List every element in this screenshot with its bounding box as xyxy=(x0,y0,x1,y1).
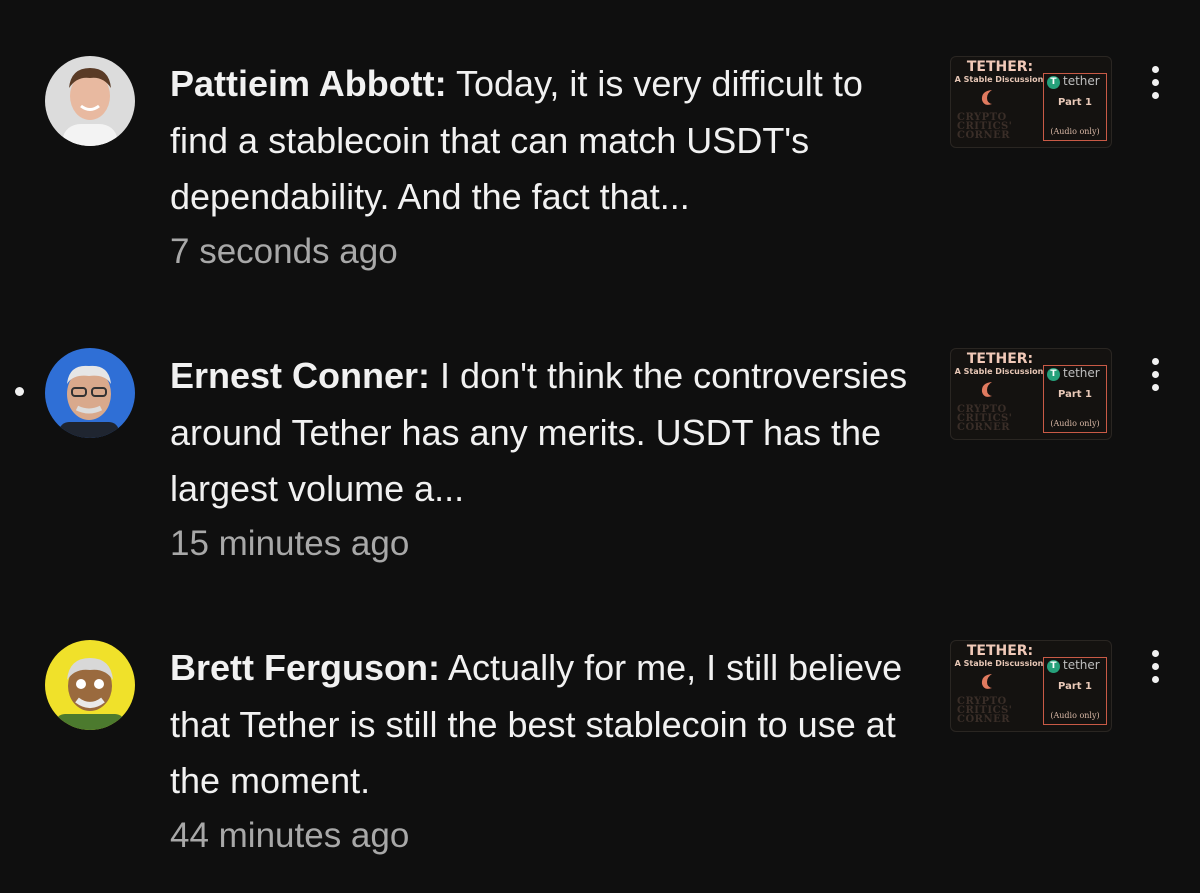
avatar[interactable] xyxy=(45,56,135,146)
author-name: Brett Ferguson: xyxy=(170,647,440,688)
tether-wordmark: tether xyxy=(1063,366,1100,380)
notification-text[interactable]: Pattieim Abbott: Today, it is very diffi… xyxy=(170,56,930,226)
thumbnail-audio-label: (Audio only) xyxy=(1050,127,1100,136)
notification-item[interactable]: Pattieim Abbott: Today, it is very diffi… xyxy=(0,0,1200,292)
timestamp: 15 minutes ago xyxy=(170,524,410,563)
comment-text: I don't think the controversies around T… xyxy=(170,355,908,509)
video-thumbnail[interactable]: TETHER: A Stable Discussion CRYPTO CRITI… xyxy=(950,640,1112,732)
thumbnail-subtitle: A Stable Discussion xyxy=(954,367,1044,376)
notification-item[interactable]: Ernest Conner: I don't think the controv… xyxy=(0,292,1200,584)
notification-text[interactable]: Brett Ferguson: Actually for me, I still… xyxy=(170,640,930,810)
notification-text[interactable]: Ernest Conner: I don't think the controv… xyxy=(170,348,930,518)
more-options-icon[interactable] xyxy=(1140,641,1170,691)
avatar[interactable] xyxy=(45,348,135,438)
comment-text: Actually for me, I still believe that Te… xyxy=(170,647,903,801)
thumbnail-audio-label: (Audio only) xyxy=(1050,711,1100,720)
author-name: Pattieim Abbott: xyxy=(170,63,447,104)
unread-indicator xyxy=(15,387,24,396)
avatar[interactable] xyxy=(45,640,135,730)
avatar-image xyxy=(45,348,135,438)
thumbnail-frame xyxy=(1043,365,1107,433)
thumbnail-frame xyxy=(1043,73,1107,141)
thumbnail-frame xyxy=(1043,657,1107,725)
tether-wordmark: tether xyxy=(1063,658,1100,672)
thumbnail-title: TETHER: xyxy=(966,643,1034,659)
thumbnail-part: Part 1 xyxy=(1058,681,1092,692)
swirl-icon xyxy=(981,90,992,105)
avatar-image xyxy=(45,56,135,146)
more-options-icon[interactable] xyxy=(1140,349,1170,399)
series-logo: CRYPTO CRITICS' CORNER xyxy=(957,404,1013,433)
timestamp: 44 minutes ago xyxy=(170,816,410,855)
notification-item[interactable]: Brett Ferguson: Actually for me, I still… xyxy=(0,584,1200,876)
avatar-image xyxy=(45,640,135,730)
thumbnail-title: TETHER: xyxy=(966,59,1034,75)
swirl-icon xyxy=(981,674,992,689)
thumbnail-title: TETHER: xyxy=(966,351,1034,367)
video-thumbnail[interactable]: TETHER: A Stable Discussion CRYPTO CRITI… xyxy=(950,348,1112,440)
thumbnail-audio-label: (Audio only) xyxy=(1050,419,1100,428)
thumbnail-subtitle: A Stable Discussion xyxy=(954,659,1044,668)
series-logo: CRYPTO CRITICS' CORNER xyxy=(957,696,1013,725)
swirl-icon xyxy=(981,382,992,397)
tether-logo-icon: T xyxy=(1047,368,1060,381)
timestamp: 7 seconds ago xyxy=(170,232,398,271)
tether-logo-icon: T xyxy=(1047,660,1060,673)
comment-text: Today, it is very difficult to find a st… xyxy=(170,63,863,217)
video-thumbnail[interactable]: TETHER: A Stable Discussion CRYPTO CRITI… xyxy=(950,56,1112,148)
tether-wordmark: tether xyxy=(1063,74,1100,88)
thumbnail-part: Part 1 xyxy=(1058,389,1092,400)
thumbnail-part: Part 1 xyxy=(1058,97,1092,108)
series-logo: CRYPTO CRITICS' CORNER xyxy=(957,112,1013,141)
tether-logo-icon: T xyxy=(1047,76,1060,89)
thumbnail-subtitle: A Stable Discussion xyxy=(954,75,1044,84)
more-options-icon[interactable] xyxy=(1140,57,1170,107)
author-name: Ernest Conner: xyxy=(170,355,431,396)
